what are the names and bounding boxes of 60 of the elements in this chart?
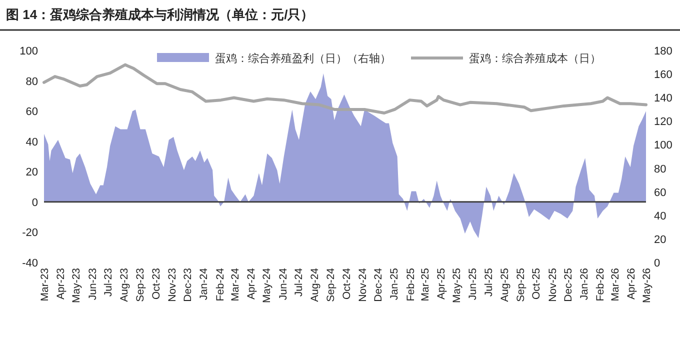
x-tick-label: Jan-26 bbox=[578, 268, 591, 300]
x-tick-label: Aug-24 bbox=[309, 268, 322, 302]
x-tick-label: May-25 bbox=[451, 268, 464, 304]
x-tick-label: Nov-24 bbox=[356, 268, 369, 302]
y-tick-label: 100 bbox=[20, 46, 38, 58]
y-tick-label: 80 bbox=[26, 76, 38, 88]
x-tick-label: Dec-24 bbox=[372, 268, 385, 302]
x-tick-label: Nov-25 bbox=[546, 268, 559, 302]
x-tick-label: Jun-25 bbox=[467, 268, 480, 300]
x-tick-label: Feb-24 bbox=[214, 268, 226, 302]
chart-title: 图 14：蛋鸡综合养殖成本与利润情况（单位：元/只） bbox=[6, 7, 314, 22]
x-tick-label: Feb-25 bbox=[404, 268, 417, 302]
x-tick-label: Oct-23 bbox=[150, 268, 162, 300]
x-tick-label: Mar-26 bbox=[609, 268, 622, 302]
legend-label: 蛋鸡：综合养殖盈利（日）（右轴） bbox=[215, 52, 391, 65]
y-tick-label: 20 bbox=[26, 166, 38, 179]
x-tick-label: Apr-24 bbox=[246, 268, 258, 300]
y2-tick-label: 120 bbox=[654, 116, 672, 128]
x-tick-label: Aug-23 bbox=[118, 268, 131, 302]
x-tick-label: Jul-23 bbox=[102, 268, 114, 297]
y2-tick-label: 60 bbox=[654, 186, 666, 199]
x-tick-label: Mar-25 bbox=[419, 268, 432, 302]
x-tick-label: Dec-23 bbox=[182, 268, 194, 302]
legend-label: 蛋鸡：综合养殖成本（日） bbox=[469, 52, 601, 65]
y-tick-label: 40 bbox=[26, 136, 38, 148]
x-tick-label: Jul-24 bbox=[292, 268, 305, 297]
x-tick-label: Jun-23 bbox=[86, 268, 99, 300]
x-tick-label: Apr-23 bbox=[55, 268, 68, 300]
y-tick-label: 0 bbox=[32, 196, 38, 209]
x-tick-label: Mar-23 bbox=[39, 268, 51, 302]
y2-tick-label: 80 bbox=[654, 163, 666, 176]
x-tick-label: Aug-25 bbox=[498, 268, 511, 302]
y2-tick-label: 100 bbox=[654, 140, 672, 152]
x-tick-label: May-23 bbox=[70, 268, 83, 304]
y2-tick-label: 180 bbox=[654, 46, 672, 58]
x-tick-label: Jul-25 bbox=[482, 268, 495, 297]
y2-tick-label: 140 bbox=[654, 92, 672, 105]
y-tick-label: -20 bbox=[22, 227, 38, 240]
y2-tick-label: 20 bbox=[654, 234, 666, 246]
x-tick-label: May-26 bbox=[641, 268, 653, 304]
y-tick-label: 60 bbox=[26, 106, 38, 118]
x-tick-label: Sep-24 bbox=[325, 268, 338, 302]
x-tick-label: Jan-24 bbox=[198, 268, 210, 300]
y-tick-label: -40 bbox=[22, 257, 38, 270]
x-tick-label: Sep-25 bbox=[515, 268, 528, 302]
y2-tick-label: 160 bbox=[654, 69, 672, 82]
x-tick-label: Feb-26 bbox=[594, 268, 607, 302]
x-tick-label: Sep-23 bbox=[134, 268, 147, 302]
y2-tick-label: 40 bbox=[654, 210, 666, 222]
x-tick-label: May-24 bbox=[261, 268, 274, 304]
x-tick-label: Apr-25 bbox=[435, 268, 448, 300]
x-tick-label: Mar-24 bbox=[229, 268, 242, 302]
x-tick-label: Oct-24 bbox=[340, 268, 353, 300]
x-tick-label: Oct-25 bbox=[530, 268, 543, 300]
x-tick-label: Dec-25 bbox=[562, 268, 574, 302]
y2-tick-label: 0 bbox=[654, 257, 660, 270]
x-tick-label: Apr-26 bbox=[625, 268, 638, 300]
x-tick-label: Jun-24 bbox=[277, 268, 290, 300]
x-tick-label: Nov-23 bbox=[166, 268, 178, 302]
x-tick-label: Jan-25 bbox=[388, 268, 401, 300]
